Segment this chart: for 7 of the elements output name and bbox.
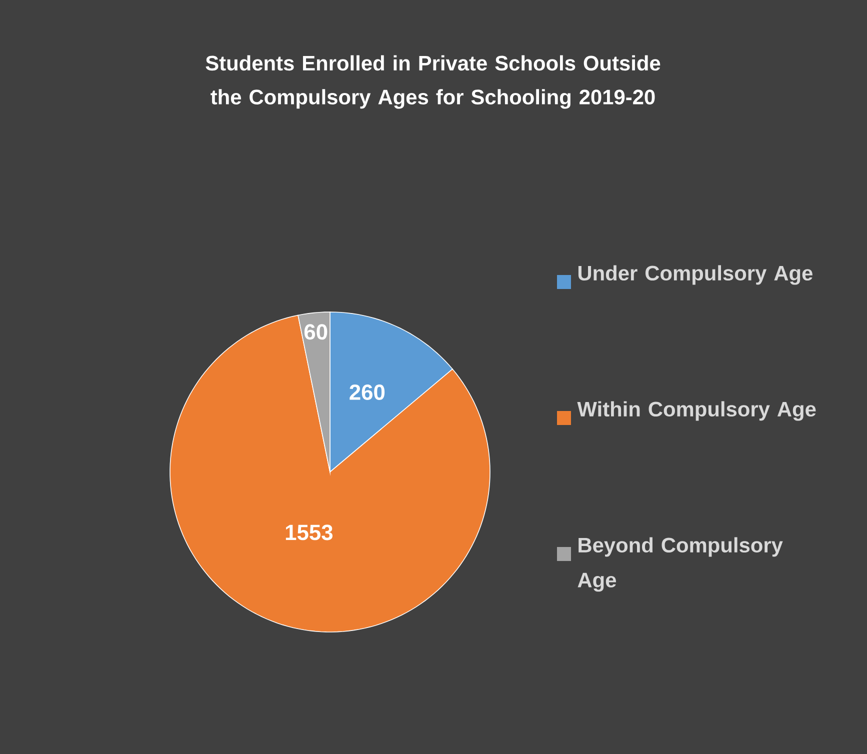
legend-label: Under Compulsory Age [578,265,812,285]
legend-label: Within Compulsory Age [577,401,816,421]
data-label: 60 [304,324,328,340]
legend-label: Beyond Compulsory Age [578,537,783,592]
data-label: 260 [350,384,385,400]
data-label: 1553 [286,524,333,540]
chart-title: Students Enrolled in Private Schools Outside the Compulsory Ages for Schooling 2019-20 [206,55,660,109]
